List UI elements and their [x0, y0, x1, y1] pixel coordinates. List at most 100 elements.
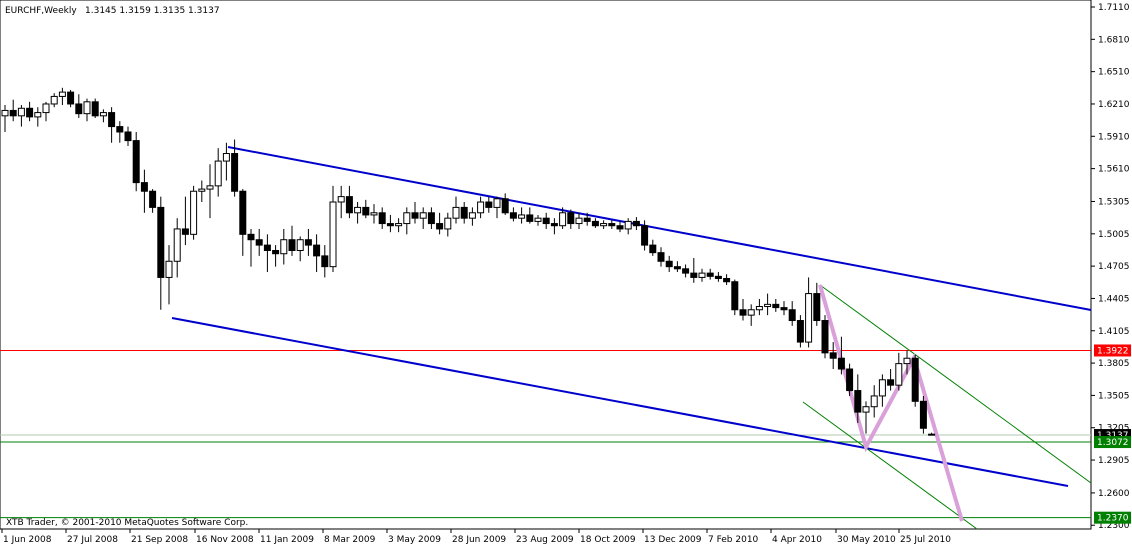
candle-body [108, 112, 116, 128]
candle-body [731, 281, 739, 311]
x-tick-label: 16 Nov 2008 [196, 535, 254, 545]
candle-body [591, 220, 599, 227]
candle-body [559, 212, 567, 227]
candle-body [304, 239, 312, 246]
candle-body [903, 357, 911, 365]
candle-body [895, 363, 903, 386]
x-axis: 1 Jun 2008 27 Jul 2008 21 Sep 2008 16 Nov 2… [1, 529, 951, 545]
candle-body [26, 107, 34, 118]
candle-body [354, 206, 362, 214]
candle-body [649, 244, 657, 254]
candle-body [608, 223, 616, 227]
y-tick-label: 1.6210 [1098, 100, 1130, 110]
candle-body [231, 153, 239, 192]
candle-body [17, 107, 25, 117]
x-tick-label: 1 Jun 2008 [3, 535, 52, 545]
candle-body [173, 228, 181, 262]
candle-body [878, 379, 886, 397]
candle-body [386, 223, 394, 227]
candle-body [534, 217, 542, 222]
x-tick-label: 30 May 2010 [837, 535, 896, 545]
candle-body [345, 196, 353, 214]
y-tick-label: 1.7110 [1098, 3, 1130, 13]
candle-body [280, 239, 288, 255]
candle-body [255, 239, 263, 246]
candle-body [796, 320, 804, 343]
candle-body [747, 309, 755, 316]
candle-body [34, 112, 42, 118]
candle-body [641, 225, 649, 246]
y-tick-label: 1.4405 [1098, 294, 1130, 304]
candle-body [526, 214, 534, 222]
candle-body [91, 101, 99, 117]
candle-body [206, 185, 214, 190]
x-tick-label: 28 Jun 2009 [452, 535, 506, 545]
candle-body [780, 307, 788, 311]
candle-body [829, 352, 837, 359]
candle-body [805, 293, 813, 343]
y-tick-label: 1.2300 [1098, 521, 1130, 531]
x-tick-label: 21 Sep 2008 [131, 535, 188, 545]
candle-body [772, 303, 780, 309]
candle-body [362, 206, 370, 216]
candle-body [673, 266, 681, 270]
y-tick-label: 1.2905 [1098, 456, 1130, 466]
candle-body [682, 268, 690, 274]
price-label-text: 1.2370 [1097, 514, 1129, 524]
candle-body [583, 217, 591, 222]
x-tick-label: 23 Aug 2009 [516, 535, 574, 545]
channel-upper-line [227, 146, 1092, 311]
candle-body [518, 214, 526, 219]
fan-line-lower [802, 401, 978, 530]
price-label-text: 1.3072 [1097, 438, 1129, 448]
y-axis: 1.7110 1.6810 1.6510 1.6210 1.5910 1.5610 1.53… [1091, 3, 1130, 531]
candle-body [272, 249, 280, 255]
candle-body [887, 379, 895, 386]
candle-body [42, 103, 50, 114]
candle-body [58, 91, 66, 97]
candle-body [723, 278, 731, 283]
fan-line-upper [819, 284, 1092, 484]
candle-body [755, 306, 763, 311]
y-tick-label: 1.6510 [1098, 68, 1130, 78]
candle-body [788, 309, 796, 322]
candle-body [714, 275, 722, 280]
y-tick-label: 1.5910 [1098, 132, 1130, 142]
y-tick-label: 1.5005 [1098, 230, 1130, 240]
y-tick-label: 1.3805 [1098, 359, 1130, 369]
price-label-text: 1.3137 [1097, 431, 1129, 441]
candle-body [690, 272, 698, 278]
x-tick-label: 11 Jan 2009 [260, 535, 314, 545]
candle-body [149, 190, 157, 208]
candle-body [321, 255, 329, 268]
x-tick-label: 18 Oct 2009 [580, 535, 636, 545]
candle-body [67, 91, 75, 105]
candle-body [624, 220, 632, 230]
candle-body [313, 244, 321, 257]
candle-body [222, 153, 230, 162]
candle-body [190, 190, 198, 235]
candle-body [329, 201, 337, 268]
candle-body [1, 109, 9, 117]
candle-body [493, 198, 501, 208]
candle-body [764, 303, 772, 308]
candle-body [821, 320, 829, 354]
copyright-text: XTB Trader, © 2001-2010 MetaQuotes Softw… [6, 518, 248, 528]
candle-body [370, 212, 378, 216]
price-label-box [1094, 344, 1131, 357]
candle-body [837, 357, 845, 370]
y-tick-label: 1.5610 [1098, 165, 1130, 175]
candle-body [632, 220, 640, 227]
candle-body [501, 198, 509, 214]
candle-body [698, 272, 706, 278]
candle-body [542, 217, 550, 225]
candle-body [198, 188, 206, 192]
candle-body [575, 217, 583, 225]
x-tick-label: 4 Apr 2010 [772, 535, 822, 545]
trend-drawings [171, 146, 1092, 530]
candle-body [436, 223, 444, 230]
price-label-box [1094, 511, 1131, 524]
candle-body [395, 223, 403, 227]
candle-body [911, 357, 919, 402]
